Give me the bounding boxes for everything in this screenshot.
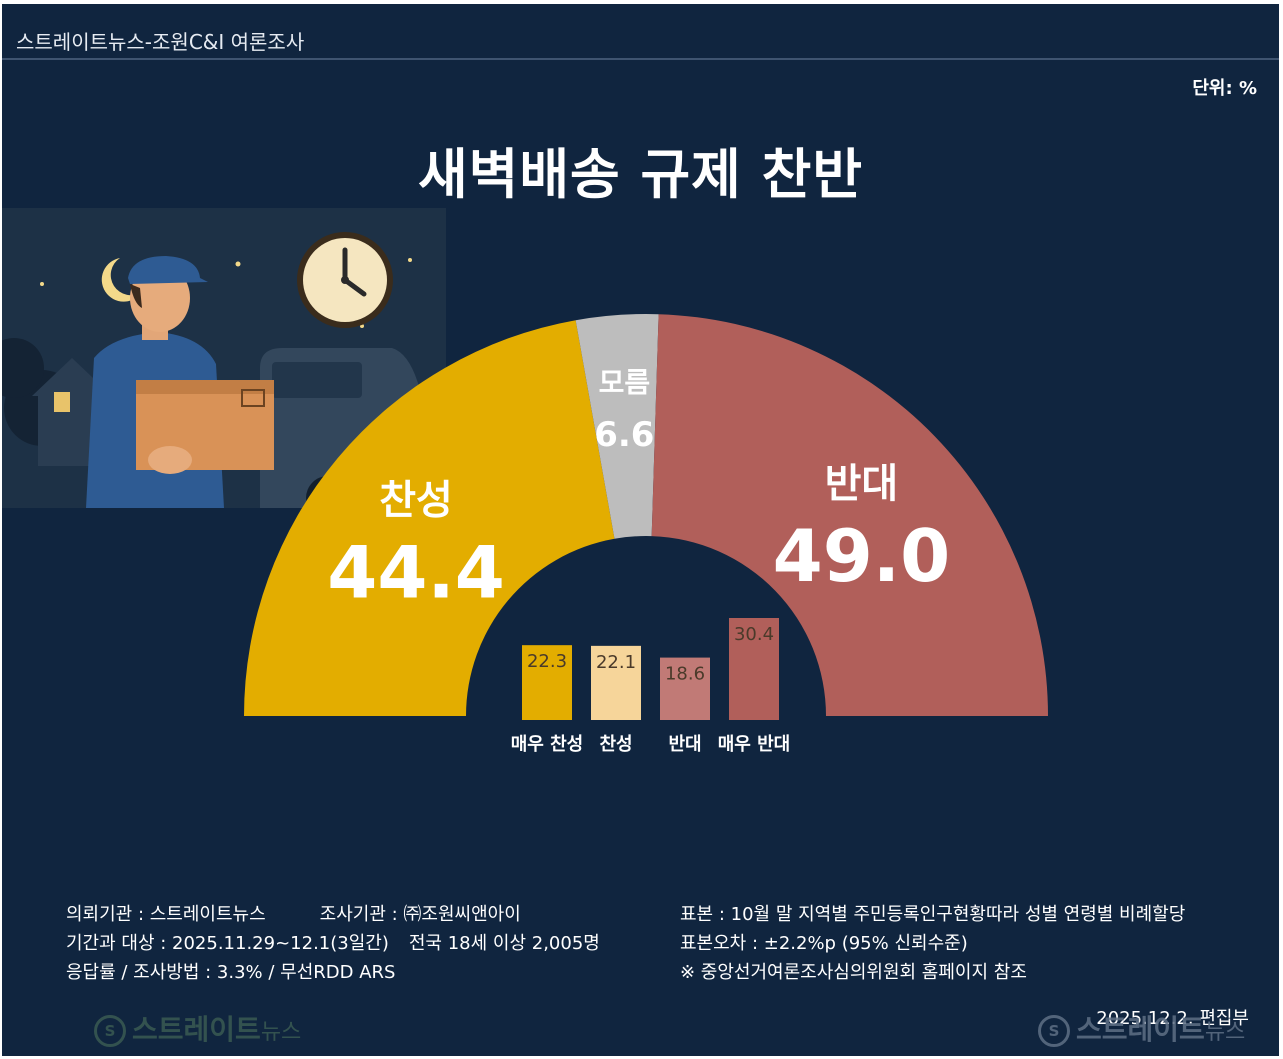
breakdown-category-1: 찬성 <box>599 734 632 755</box>
donut-slice-label-0: 찬성 <box>379 477 453 523</box>
clock-icon <box>297 232 393 328</box>
donut-slice-value-0: 44.4 <box>327 530 505 614</box>
logo-main-text: 스트레이트 <box>1076 1013 1205 1046</box>
period-info: 기간과 대상 : 2025.11.29~12.1(3일간) <box>66 933 389 954</box>
survey-info-right: 표본 : 10월 말 지역별 주민등록인구현황따라 성별 연령별 비례할당 표본… <box>680 900 1185 987</box>
semicircle-donut: 찬성 44.4 모름 6.6 반대 49.0 <box>244 313 1048 716</box>
breakdown-value-3: 30.4 <box>734 624 774 645</box>
unit-label: 단위: % <box>1192 78 1257 99</box>
survey-source-label: 스트레이트뉴스-조원C&I 여론조사 <box>16 30 305 54</box>
moon-icon <box>101 258 142 302</box>
brand-logo-watermark: S 스트레이트뉴스 <box>1038 1008 1245 1048</box>
breakdown-category-2: 반대 <box>668 734 701 755</box>
donut-slice-1 <box>575 313 659 539</box>
agency-info: 조사기관 : ㈜조원씨앤아이 <box>319 904 521 925</box>
breakdown-bar-2 <box>660 657 710 720</box>
logo-sub-text: 뉴스 <box>1204 1020 1246 1045</box>
breakdown-bars: 22.3 매우 찬성 22.1 찬성 18.6 반대 30.4 매우 반대 <box>511 618 791 755</box>
target-info: 전국 18세 이상 2,005명 <box>408 933 600 954</box>
breakdown-bar-3 <box>729 618 779 720</box>
breakdown-bar-0 <box>522 645 572 720</box>
survey-chart: 찬성 44.4 모름 6.6 반대 49.0 22.3 매우 찬성 22.1 찬성 18.6 반대 3… <box>244 313 1048 755</box>
chart-title: 새벽배송 규제 찬반 <box>417 143 864 206</box>
reference-note: ※ 중앙선거여론조사심의위원회 홈페이지 참조 <box>680 962 1027 983</box>
client-info: 의뢰기관 : 스트레이트뉴스 <box>66 904 266 925</box>
infographic-card: 스트레이트뉴스-조원C&I 여론조사 단위: % 새벽배송 규제 찬반 <box>2 4 1279 1056</box>
breakdown-value-1: 22.1 <box>596 652 636 673</box>
donut-slice-label-1: 모름 <box>599 366 651 399</box>
logo-mark-icon: S <box>1038 1015 1070 1047</box>
logo-main-text: 스트레이트 <box>132 1013 261 1046</box>
error-info: 표본오차 : ±2.2%p (95% 신뢰수준) <box>680 933 968 954</box>
breakdown-category-0: 매우 찬성 <box>511 734 584 755</box>
response-info: 응답률 / 조사방법 : 3.3% / 무선RDD ARS <box>66 962 396 983</box>
publish-date: 2025.12.2. 편집부 <box>1096 1008 1249 1029</box>
top-bar: 스트레이트뉴스-조원C&I 여론조사 <box>2 4 1279 60</box>
donut-slice-value-1: 6.6 <box>594 415 654 455</box>
sample-info: 표본 : 10월 말 지역별 주민등록인구현황따라 성별 연령별 비례할당 <box>680 904 1186 925</box>
logo-sub-text: 뉴스 <box>260 1020 302 1045</box>
brand-logo: S 스트레이트뉴스 <box>94 1008 301 1048</box>
breakdown-value-0: 22.3 <box>527 651 567 672</box>
donut-slice-0 <box>244 320 615 716</box>
breakdown-value-2: 18.6 <box>665 664 705 685</box>
donut-slice-2 <box>651 314 1048 716</box>
breakdown-category-3: 매우 반대 <box>718 734 791 755</box>
breakdown-bar-1 <box>591 645 641 720</box>
donut-slice-value-2: 49.0 <box>773 514 951 598</box>
donut-slice-label-2: 반대 <box>825 461 899 507</box>
worker-icon <box>86 256 274 508</box>
survey-info-left: 의뢰기관 : 스트레이트뉴스 조사기관 : ㈜조원씨앤아이 기간과 대상 : 20… <box>66 900 600 987</box>
logo-mark-icon: S <box>94 1015 126 1047</box>
